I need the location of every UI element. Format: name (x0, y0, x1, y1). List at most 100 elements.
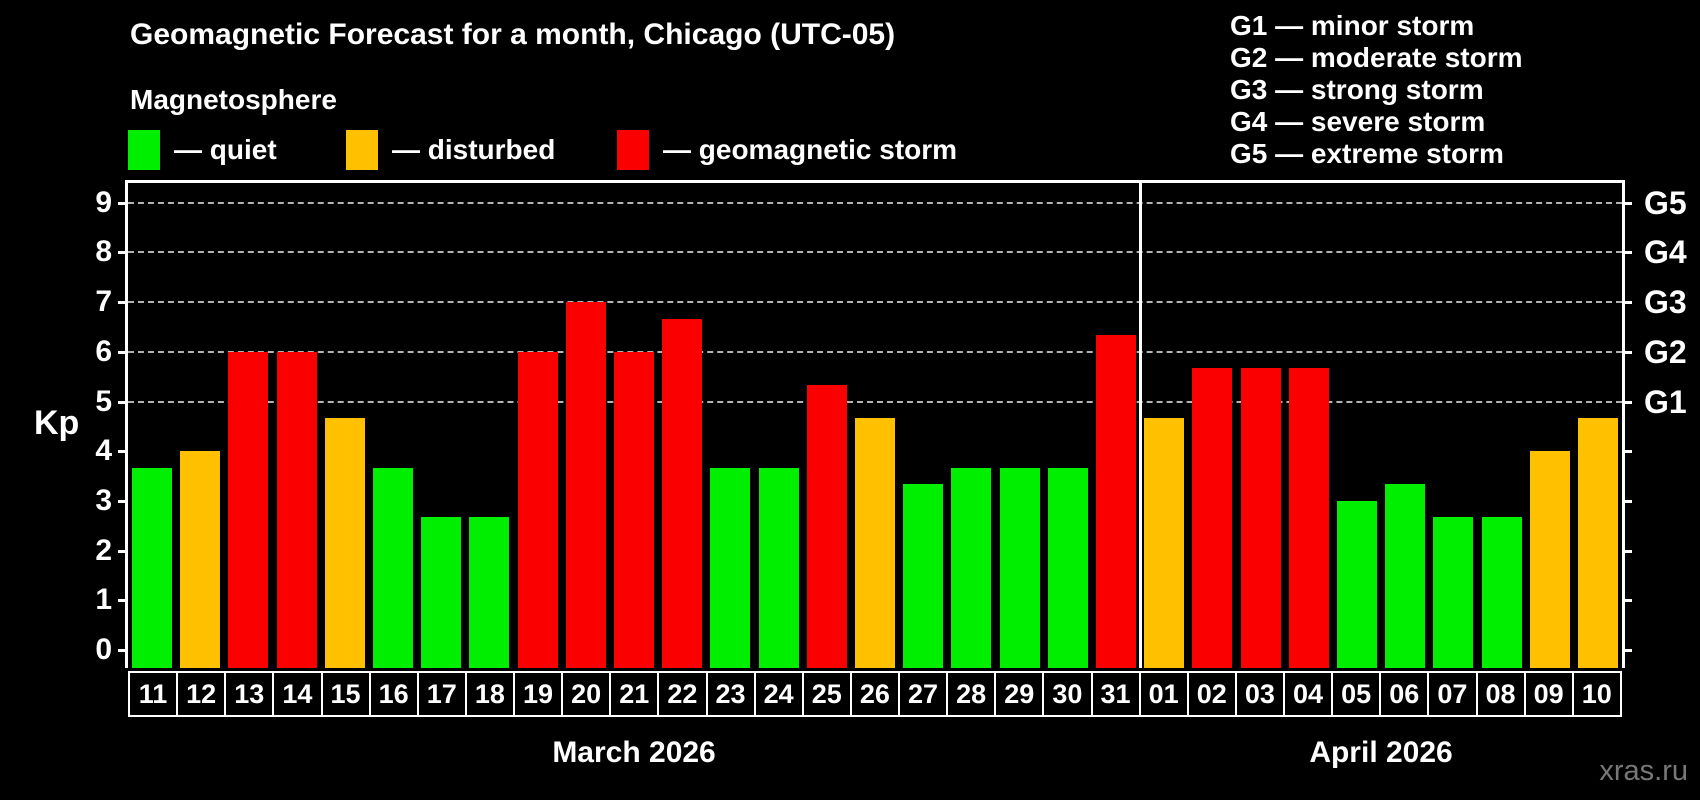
right-axis-tick (1622, 450, 1632, 454)
right-axis-tick (1622, 201, 1632, 205)
g-scale-legend: G1 — minor storm G2 — moderate storm G3 … (1230, 10, 1523, 170)
kp-bar-day-22 (662, 318, 703, 668)
kp-bar-day-08 (1481, 517, 1522, 668)
right-axis-tick (1622, 251, 1632, 255)
legend-item-quiet: — quiet (128, 128, 277, 172)
g2-legend-line: G2 — moderate storm (1230, 42, 1523, 73)
day-label: 17 (416, 673, 465, 715)
kp-bar-day-13 (228, 351, 269, 668)
y-tick-label: 4 (95, 434, 112, 468)
day-label: 07 (1427, 673, 1475, 715)
g1-legend-line: G1 — minor storm (1230, 10, 1475, 41)
y-tick-label: 9 (95, 185, 112, 219)
day-label: 05 (1331, 673, 1379, 715)
day-label: 25 (801, 673, 850, 715)
day-label: 29 (994, 673, 1042, 715)
plot-area-frame (125, 180, 1625, 668)
y-tick-label: 2 (95, 533, 112, 567)
kp-bar-day-19 (517, 351, 558, 668)
kp-bar-day-28 (951, 467, 992, 668)
kp-bar-day-21 (614, 351, 655, 668)
day-label: 13 (224, 673, 272, 715)
kp-bar-day-06 (1385, 484, 1426, 668)
legend-item-storm: — geomagnetic storm (617, 128, 957, 172)
left-axis-tick (118, 499, 128, 503)
left-axis-tick (118, 649, 128, 652)
day-label: 03 (1234, 673, 1283, 715)
page-title: Geomagnetic Forecast for a month, Chicag… (130, 18, 896, 51)
kp-bar-day-10 (1577, 417, 1618, 668)
day-label: 12 (176, 673, 224, 715)
right-axis-tick (1622, 549, 1632, 553)
y-tick-label: 6 (95, 334, 112, 368)
left-axis-tick (118, 201, 128, 205)
kp-bar-day-18 (469, 517, 510, 668)
kp-bar-day-31 (1095, 335, 1136, 668)
left-axis-tick (118, 350, 128, 354)
kp-bar-day-20 (565, 302, 606, 668)
day-label: 15 (320, 673, 369, 715)
day-label: 06 (1379, 673, 1427, 715)
gridline-kp7 (128, 301, 1622, 304)
day-label: 21 (609, 673, 657, 715)
day-label: 14 (272, 673, 320, 715)
left-axis-tick (118, 549, 128, 553)
left-axis-tick (118, 599, 128, 603)
kp-bar-day-29 (999, 467, 1040, 668)
left-axis-tick (118, 400, 128, 404)
day-label: 22 (657, 673, 705, 715)
day-label-row: 11 12 13 14 15 16 17 18 19 20 21 22 23 24 25 26 27 28 29 30… (128, 671, 1622, 717)
kp-bar-day-30 (1047, 467, 1088, 668)
legend-item-disturbed: — disturbed (346, 128, 555, 172)
right-axis-tick (1622, 599, 1632, 603)
gridline-kp9 (128, 201, 1622, 204)
kp-bar-day-23 (710, 467, 751, 668)
day-label: 11 (138, 678, 168, 709)
kp-bar-day-07 (1433, 517, 1474, 668)
kp-bar-day-01 (1144, 417, 1185, 668)
day-label: 16 (368, 673, 417, 715)
day-label: 27 (898, 673, 946, 715)
day-label: 19 (513, 673, 561, 715)
g-scale-label-g1: G1 (1644, 383, 1687, 420)
kp-bar-day-04 (1288, 368, 1329, 668)
kp-bar-day-05 (1336, 500, 1377, 668)
g5-legend-line: G5 — extreme storm (1230, 138, 1504, 169)
kp-bar-day-03 (1240, 368, 1281, 668)
day-label: 09 (1523, 673, 1572, 715)
day-label: 10 (1571, 673, 1620, 715)
day-label: 26 (849, 673, 898, 715)
kp-bar-day-27 (903, 484, 944, 668)
day-label: 18 (464, 673, 513, 715)
gridline-kp6 (128, 350, 1622, 353)
day-label: 24 (753, 673, 802, 715)
kp-bar-day-17 (421, 517, 462, 668)
month-label-0: March 2026 (552, 736, 716, 769)
day-label: 02 (1186, 673, 1235, 715)
right-axis-tick (1622, 499, 1632, 503)
day-label: 08 (1475, 673, 1524, 715)
day-label: 28 (946, 673, 994, 715)
legend-label-quiet: — quiet (174, 134, 277, 165)
day-label: 01 (1138, 673, 1187, 715)
y-tick-label: 8 (95, 235, 112, 269)
magnetosphere-label: Magnetosphere (130, 84, 337, 115)
gridline-kp8 (128, 251, 1622, 254)
gridline-kp5 (128, 400, 1622, 403)
day-label: 23 (705, 673, 754, 715)
right-axis-tick (1622, 350, 1632, 354)
y-tick-label: 0 (95, 633, 112, 666)
right-axis-tick (1622, 649, 1632, 652)
y-axis-title: Kp (34, 404, 80, 442)
kp-bar-day-09 (1529, 451, 1570, 668)
kp-bar-day-26 (855, 417, 895, 668)
kp-bar-day-24 (758, 467, 799, 668)
legend-label-disturbed: — disturbed (392, 134, 556, 165)
day-label: 30 (1042, 673, 1090, 715)
kp-bar-day-12 (180, 451, 221, 668)
quiet-color-swatch (128, 130, 160, 170)
legend-label-storm: — geomagnetic storm (663, 134, 958, 165)
g-scale-label-g4: G4 (1644, 234, 1687, 271)
right-axis-tick (1622, 301, 1632, 305)
